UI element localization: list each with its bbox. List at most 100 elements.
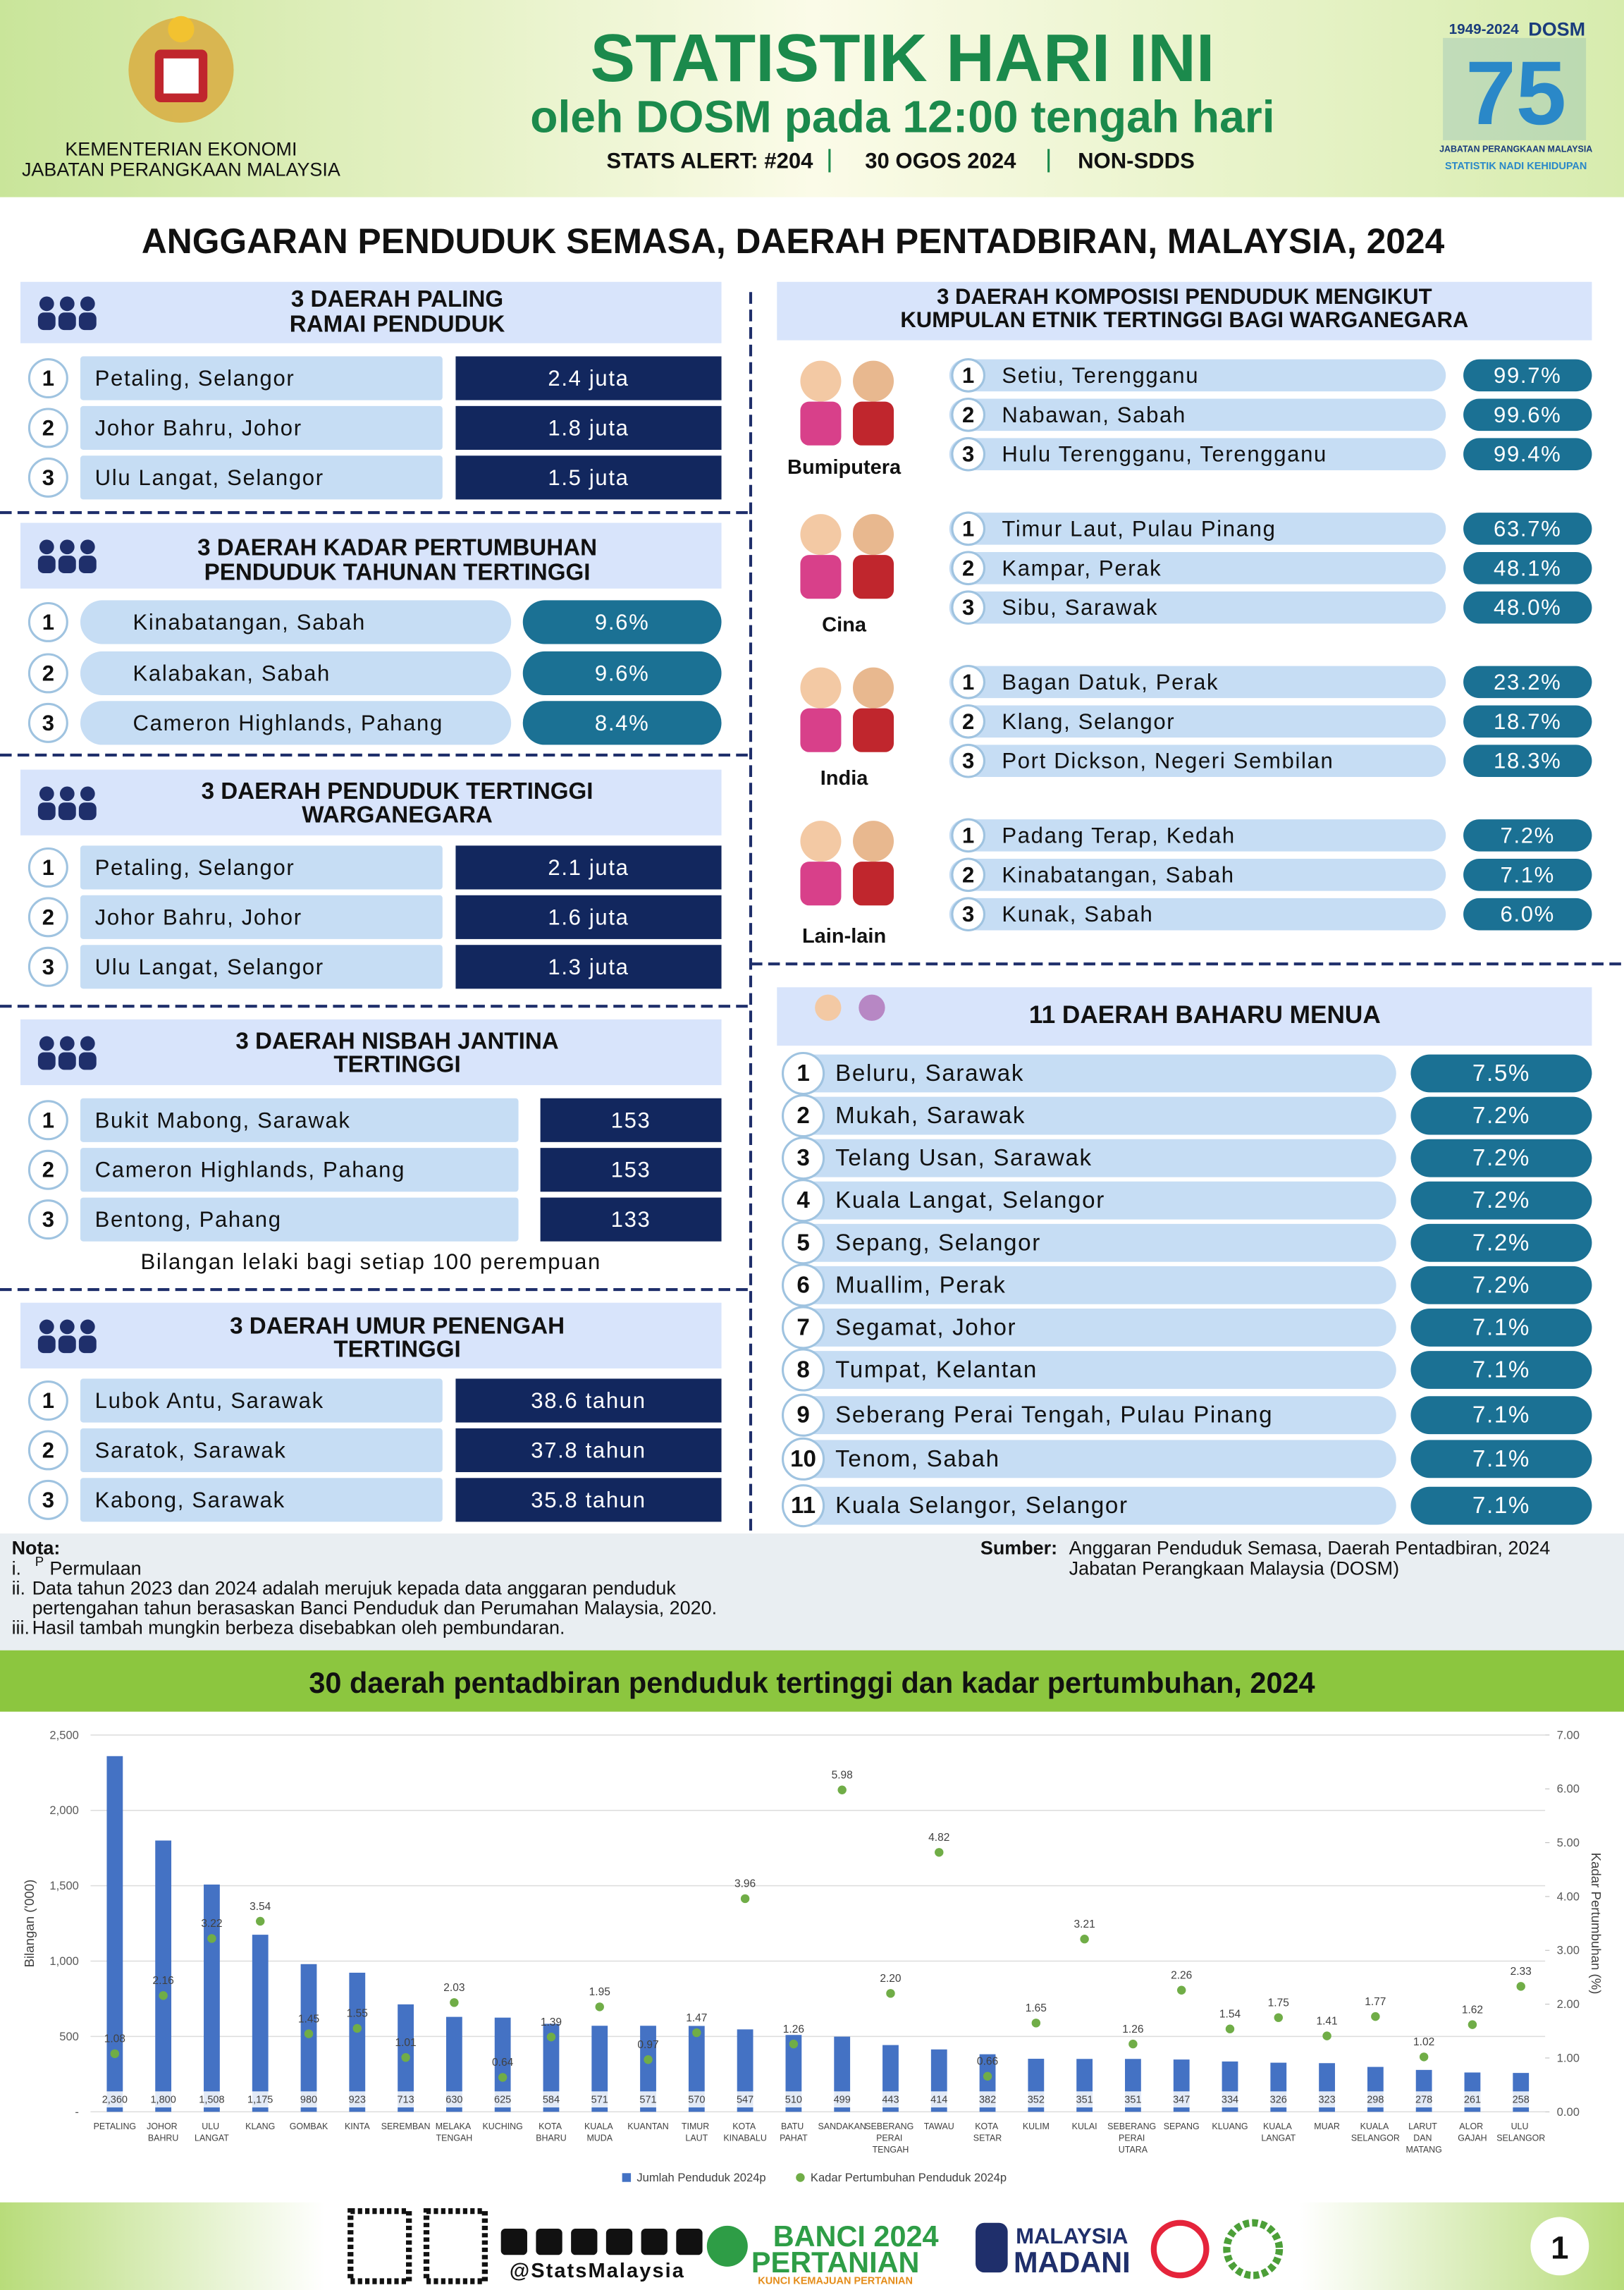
value-box: [1463, 552, 1592, 584]
point: [1371, 2012, 1380, 2021]
rank-badge: [951, 397, 986, 432]
value-box: [1410, 1440, 1592, 1478]
y-tick-label: 500: [59, 2030, 79, 2043]
rank: 2: [962, 709, 974, 734]
value-box: [455, 945, 722, 989]
crest: [128, 16, 234, 123]
rank: 1: [42, 855, 54, 880]
value: 1.3 juta: [548, 955, 629, 979]
value: 8.4%: [595, 711, 649, 735]
value-box: [1410, 1181, 1592, 1220]
value-label-bg: [99, 2091, 131, 2108]
note-text: Hasil tambah mungkin berbeza disebabkan …: [32, 1617, 565, 1639]
rank-badge: [782, 1221, 825, 1265]
value-label-bg: [486, 2091, 519, 2108]
x-tick-label: PETALING: [94, 2121, 137, 2131]
rank: 2: [42, 1438, 54, 1462]
value: 7.2%: [1501, 823, 1555, 847]
icon: [58, 312, 76, 331]
rank-badge: [27, 702, 68, 743]
point: [1419, 2052, 1429, 2062]
x-tick-label: BATU PAHAT: [780, 2121, 808, 2143]
value: 7.1%: [1472, 1493, 1530, 1519]
icon: [59, 1036, 75, 1051]
value-box: [540, 1098, 722, 1142]
name-box: [782, 1351, 1396, 1389]
section-title: 3 DAERAH PENDUDUK TERTINGGI: [202, 778, 593, 804]
value-label-bg: [583, 2091, 616, 2108]
child-figure: [800, 862, 842, 906]
value-box: [455, 845, 722, 890]
name-box: [782, 1181, 1396, 1220]
value: 37.8 tahun: [531, 1438, 646, 1462]
value: 7.1%: [1472, 1357, 1530, 1383]
social-icon: [605, 2229, 633, 2255]
value-label-bg: [535, 2091, 567, 2108]
value: 9.6%: [595, 610, 649, 635]
x-tick-label: KOTA KINABALU: [723, 2121, 766, 2143]
notes-heading: Nota:: [12, 1538, 61, 1559]
date: 30 OGOS 2024: [865, 148, 1016, 173]
value-label: 570: [688, 2095, 705, 2106]
rank-badge: [27, 1380, 68, 1421]
rank: 3: [42, 711, 54, 735]
x-tick-label: TIMUR LAUT: [682, 2121, 712, 2143]
section-title: PENDUDUK TAHUNAN TERTINGGI: [204, 560, 591, 586]
bar: [204, 1884, 220, 2112]
qr-code: [423, 2208, 488, 2284]
value-label: 414: [930, 2095, 947, 2106]
rank-badge: [951, 436, 986, 472]
section-title: TERTINGGI: [333, 1337, 460, 1363]
name-box: [80, 1478, 443, 1522]
name-box: [782, 1096, 1396, 1135]
value-label-bg: [1456, 2091, 1489, 2108]
note-sup: P: [35, 1554, 44, 1569]
name-box: [949, 552, 1446, 584]
value-label: 2.26: [1171, 1970, 1192, 1982]
value-label: 0.64: [492, 2057, 514, 2069]
value: 7.2%: [1472, 1187, 1530, 1213]
value: 7.2%: [1472, 1272, 1530, 1298]
value-label: 351: [1124, 2095, 1141, 2106]
district: Kalabakan, Sabah: [133, 661, 331, 685]
value-box: [1463, 398, 1592, 431]
district: Kinabatangan, Sabah: [133, 610, 366, 635]
rank: 3: [42, 1488, 54, 1512]
district: Bentong, Pahang: [95, 1207, 282, 1232]
y2-tick-label: 4.00: [1557, 1890, 1580, 1903]
value: 48.1%: [1494, 556, 1561, 580]
value-label: 352: [1028, 2095, 1045, 2106]
name-box: [80, 1428, 443, 1472]
note-text: Permulaan: [49, 1558, 141, 1579]
rank: 6: [796, 1272, 809, 1298]
rank-badge: [27, 408, 68, 448]
rank-badge: [782, 1179, 825, 1223]
rank: 3: [42, 465, 54, 490]
name-box: [782, 1440, 1396, 1478]
value-label-bg: [147, 2091, 180, 2108]
value-label: 3.96: [734, 1878, 756, 1890]
rank: 1: [42, 610, 54, 635]
value: 7.1%: [1501, 862, 1555, 887]
bar: [252, 1935, 269, 2112]
value-box: [540, 1148, 722, 1192]
value-box: [455, 1428, 722, 1472]
rank-badge: [782, 1437, 825, 1481]
ethnic-label: Bumiputera: [787, 456, 902, 479]
value-label: 5.98: [832, 1770, 853, 1782]
sdg-logo: [1223, 2219, 1284, 2279]
value-box: [522, 651, 722, 695]
rank-badge: [27, 358, 68, 398]
rank: 3: [962, 749, 974, 773]
rank: 2: [962, 556, 974, 580]
value-label: 2,360: [102, 2095, 128, 2106]
rank-badge: [951, 590, 986, 625]
value-box: [1463, 745, 1592, 777]
value-box: [1463, 705, 1592, 738]
rank-badge: [951, 897, 986, 932]
district: Kunak, Sabah: [1002, 902, 1153, 926]
value-label-bg: [1408, 2091, 1440, 2108]
x-tick-label: KOTA BHARU: [536, 2121, 567, 2143]
y-tick-label: 1,000: [49, 1954, 78, 1968]
